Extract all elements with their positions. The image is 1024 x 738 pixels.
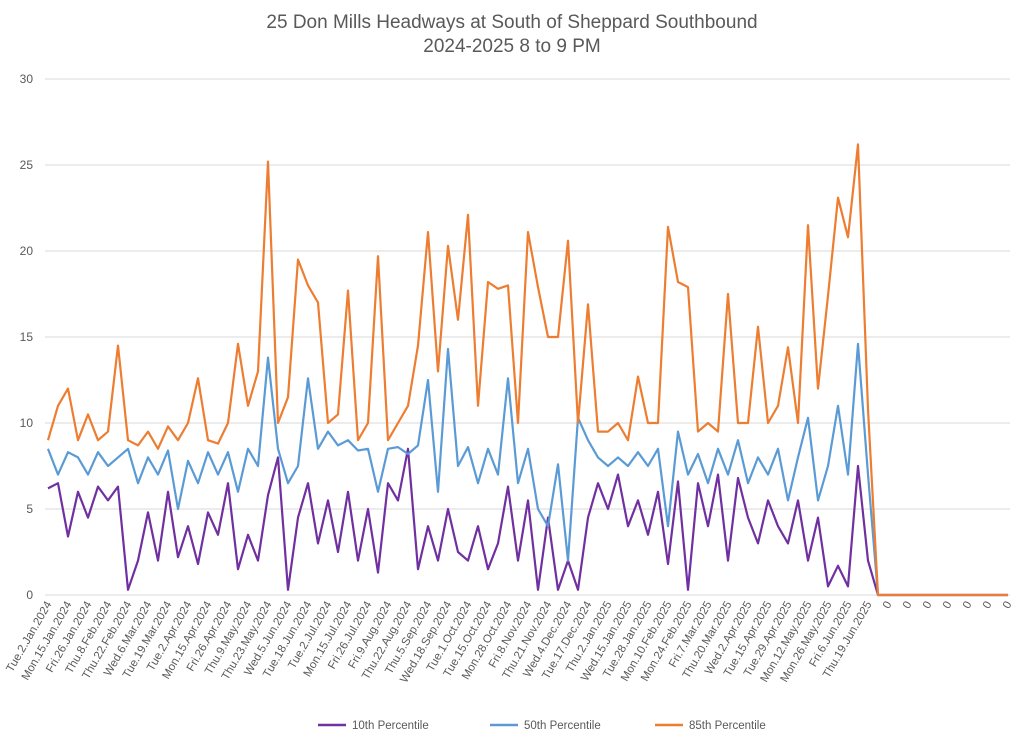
legend-item: 10th Percentile (318, 720, 429, 732)
y-axis: 0 5 10 15 20 25 30 (20, 72, 34, 602)
series-lines (46, 143, 1008, 597)
legend-label: 85th Percentile (689, 720, 766, 732)
x-axis: Tue.2.Jan.2024Mon.15.Jan.2024Fri.26.Jan.… (4, 599, 1014, 685)
x-tick-label: 0 (981, 600, 995, 612)
legend-item: 85th Percentile (655, 720, 766, 732)
y-tick-label: 0 (26, 588, 33, 602)
x-tick-label: 0 (961, 600, 975, 612)
x-tick-label: 0 (1001, 600, 1015, 612)
x-tick-label: 0 (941, 600, 955, 612)
y-tick-label: 25 (20, 158, 34, 172)
x-tick-label: 0 (921, 600, 935, 612)
y-tick-label: 15 (20, 330, 34, 344)
chart-title: 25 Don Mills Headways at South of Sheppa… (266, 12, 757, 33)
legend-label: 10th Percentile (352, 720, 429, 732)
series-line-10th-percentile (47, 447, 1008, 597)
y-tick-label: 5 (26, 502, 33, 516)
chart-subtitle: 2024-2025 8 to 9 PM (423, 36, 600, 57)
series-line-85th-percentile (46, 143, 1008, 597)
legend-label: 50th Percentile (524, 720, 601, 732)
y-tick-label: 20 (20, 244, 34, 258)
y-tick-label: 10 (20, 416, 34, 430)
legend: 10th Percentile 50th Percentile 85th Perce… (318, 720, 766, 732)
y-tick-label: 30 (20, 72, 34, 86)
legend-item: 50th Percentile (490, 720, 601, 732)
series-line-50th-percentile (46, 342, 1008, 597)
x-tick-label: 0 (901, 600, 915, 612)
x-tick-label: 0 (881, 600, 895, 612)
